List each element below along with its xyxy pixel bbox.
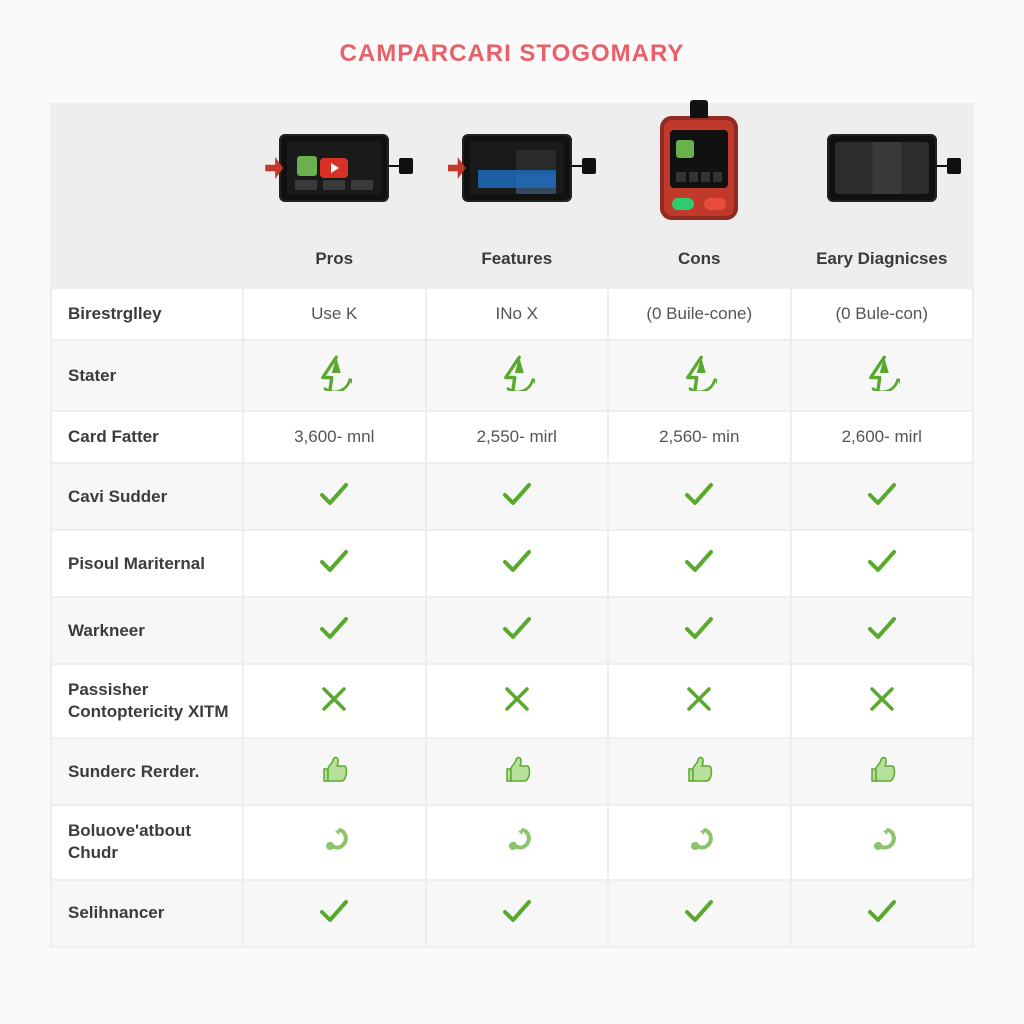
cell: (0 Bule-con) <box>792 289 973 339</box>
cell: (0 Buile-cone) <box>609 289 790 339</box>
row-label: Warkneer <box>52 598 242 663</box>
cell: 2,600- mirl <box>792 412 973 462</box>
cell <box>609 464 790 529</box>
col-header-1: Features <box>427 231 608 287</box>
cell <box>244 531 425 596</box>
device-col-2 <box>609 105 790 229</box>
cell <box>244 464 425 529</box>
cell <box>427 881 608 946</box>
device-col-1 <box>427 105 608 229</box>
table-row: Boluove'atbout Chudr <box>52 806 972 878</box>
cell <box>427 341 608 410</box>
cell <box>792 341 973 410</box>
cell: Use K <box>244 289 425 339</box>
cell <box>427 464 608 529</box>
cell <box>427 739 608 804</box>
cell <box>244 806 425 878</box>
table-row: Sunderc Rerder. <box>52 739 972 804</box>
cell <box>244 341 425 410</box>
device-col-3 <box>792 105 973 229</box>
comparison-table: Pros Features Cons Eary Diagnicses Bires… <box>50 103 974 948</box>
row-label: Selihnancer <box>52 881 242 946</box>
table-row: Cavi Sudder <box>52 464 972 529</box>
cell: INo X <box>427 289 608 339</box>
cell <box>792 464 973 529</box>
cell <box>244 665 425 737</box>
device-row <box>52 105 972 229</box>
row-label: Sunderc Rerder. <box>52 739 242 804</box>
cell <box>792 665 973 737</box>
cell: 2,550- mirl <box>427 412 608 462</box>
table-row: Warkneer <box>52 598 972 663</box>
cell <box>792 598 973 663</box>
table-row: Stater <box>52 341 972 410</box>
device-tablet-play <box>259 123 409 213</box>
row-label: Passisher Contoptericity XITM <box>52 665 242 737</box>
cell <box>427 806 608 878</box>
cell <box>609 341 790 410</box>
cell <box>609 531 790 596</box>
table-row: Selihnancer <box>52 881 972 946</box>
row-label: Birestrglley <box>52 289 242 339</box>
cell <box>792 739 973 804</box>
cell <box>427 665 608 737</box>
cell: 3,600- mnl <box>244 412 425 462</box>
table-row: Pisoul Mariternal <box>52 531 972 596</box>
cell <box>609 665 790 737</box>
cell <box>609 739 790 804</box>
table-row: BirestrglleyUse KINo X(0 Buile-cone)(0 B… <box>52 289 972 339</box>
col-header-0: Pros <box>244 231 425 287</box>
cell <box>427 531 608 596</box>
row-label: Pisoul Mariternal <box>52 531 242 596</box>
device-handheld <box>624 123 774 213</box>
empty-header <box>52 105 242 229</box>
col-header-2: Cons <box>609 231 790 287</box>
cell: 2,560- min <box>609 412 790 462</box>
empty-header-2 <box>52 231 242 287</box>
table-body: BirestrglleyUse KINo X(0 Buile-cone)(0 B… <box>52 289 972 946</box>
table-row: Card Fatter3,600- mnl2,550- mirl2,560- m… <box>52 412 972 462</box>
row-label: Boluove'atbout Chudr <box>52 806 242 878</box>
cell <box>792 881 973 946</box>
table-row: Passisher Contoptericity XITM <box>52 665 972 737</box>
cell <box>609 598 790 663</box>
device-tablet-tiles <box>442 123 592 213</box>
device-tablet-dash <box>807 123 957 213</box>
row-label: Stater <box>52 341 242 410</box>
cell <box>792 531 973 596</box>
row-label: Card Fatter <box>52 412 242 462</box>
cell <box>609 881 790 946</box>
device-col-0 <box>244 105 425 229</box>
cell <box>609 806 790 878</box>
page-title: CAMPARCARI STOGOMARY <box>50 40 974 68</box>
cell <box>244 739 425 804</box>
cell <box>244 598 425 663</box>
row-label: Cavi Sudder <box>52 464 242 529</box>
col-header-3: Eary Diagnicses <box>792 231 973 287</box>
cell <box>427 598 608 663</box>
header-row: Pros Features Cons Eary Diagnicses <box>52 231 972 287</box>
cell <box>244 881 425 946</box>
cell <box>792 806 973 878</box>
